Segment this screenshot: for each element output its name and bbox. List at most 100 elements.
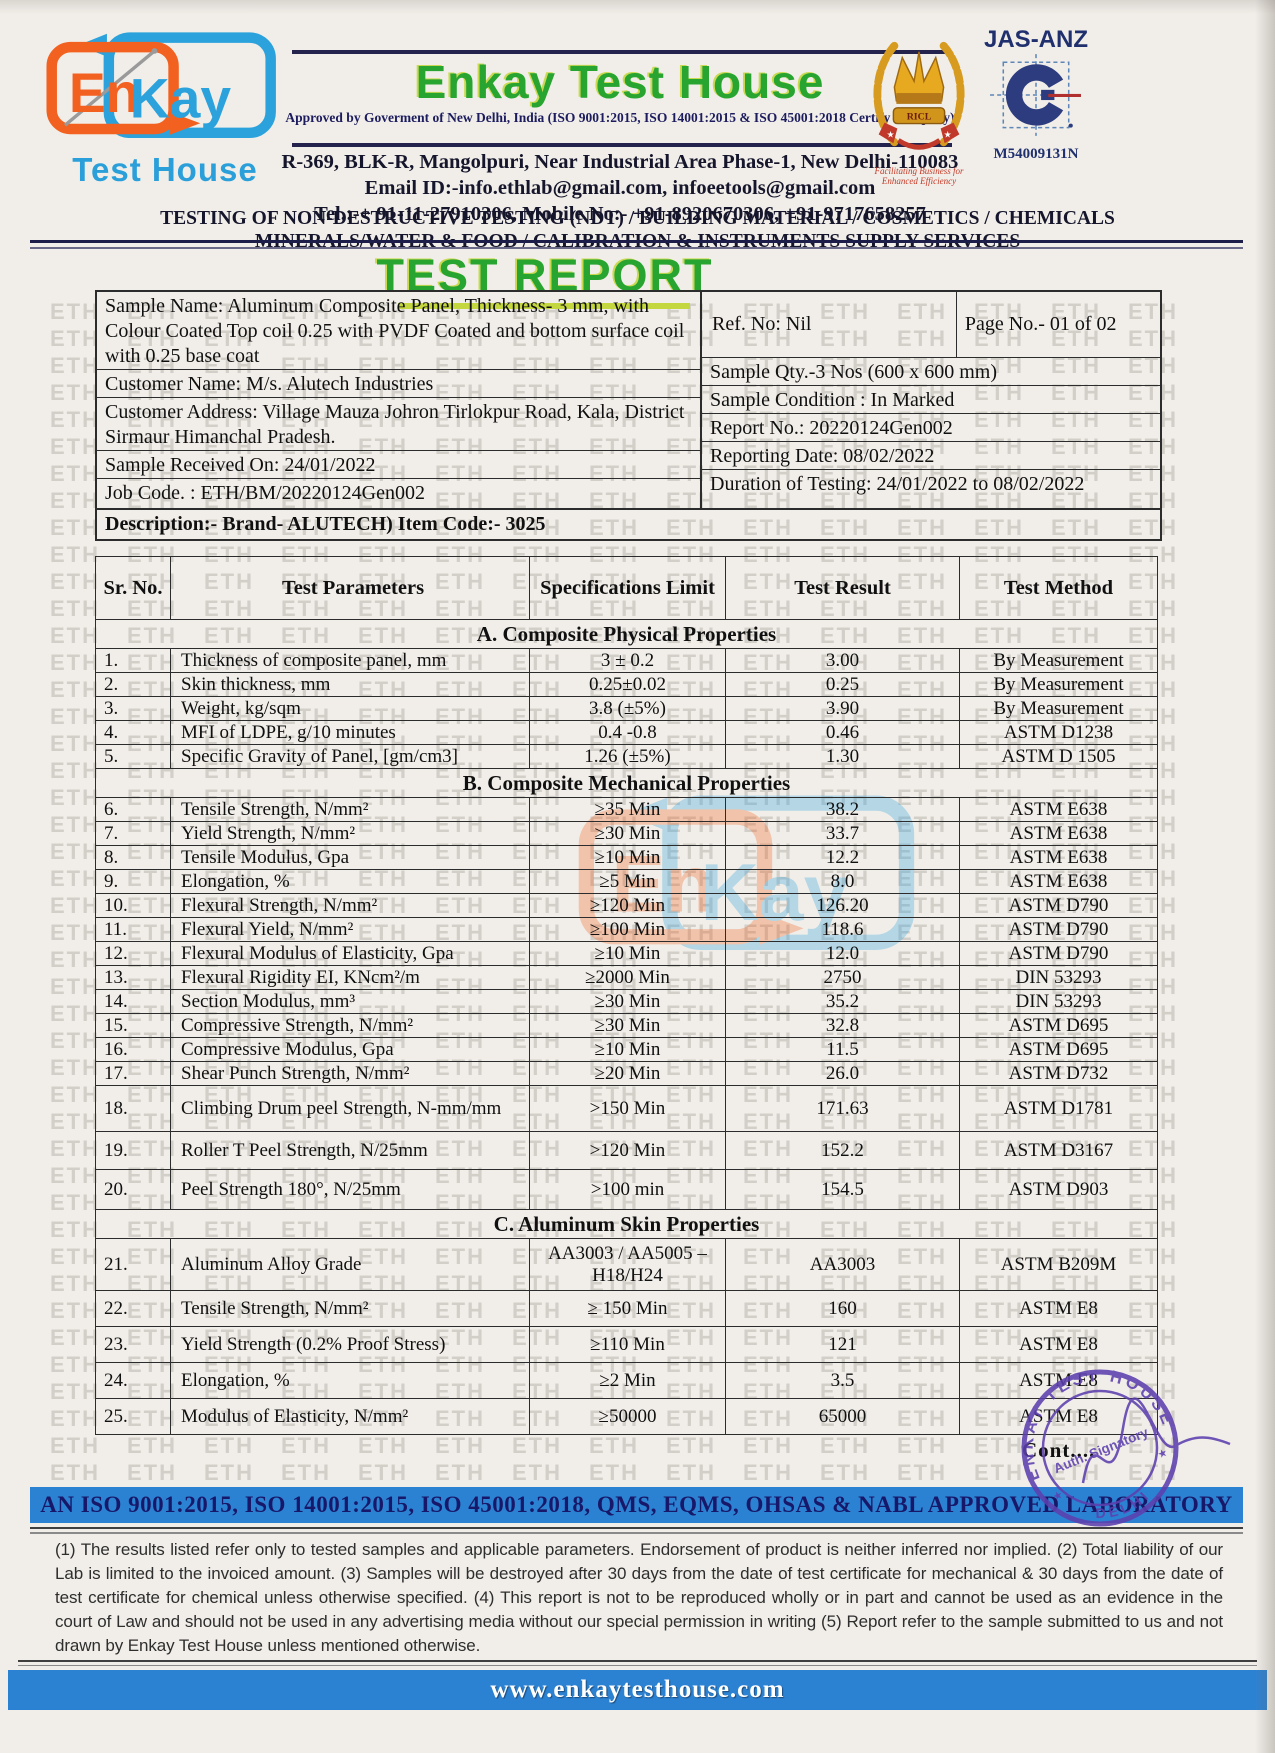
logo-text-en: En: [69, 62, 140, 124]
table-row: 24. Elongation, % ≥2 Min 3.5 ASTM E8: [95, 1362, 1158, 1399]
cell-spec: ≥30 Min: [529, 989, 726, 1014]
cell-method: ASTM D790: [959, 917, 1158, 942]
cell-result: 121: [725, 1326, 960, 1363]
cell-method: ASTM D732: [959, 1061, 1158, 1086]
cell-parameter: Aluminum Alloy Grade: [170, 1238, 530, 1291]
cell-parameter: Climbing Drum peel Strength, N-mm/mm: [170, 1085, 530, 1132]
approval-line: Approved by Goverment of New Delhi, Indi…: [285, 110, 955, 125]
section-title-row: A. Composite Physical Properties: [95, 619, 1158, 649]
cell-method: By Measurement: [959, 696, 1158, 721]
table-row: 18. Climbing Drum peel Strength, N-mm/mm >…: [95, 1085, 1158, 1132]
jas-anz-number: M54009131N: [993, 146, 1079, 162]
address-line: R-369, BLK-R, Mangolpuri, Near Industria…: [281, 151, 959, 173]
table-row: 21. Aluminum Alloy Grade AA3003 / AA5005 –…: [95, 1238, 1158, 1291]
cell-method: DIN 53293: [959, 965, 1158, 990]
cell-parameter: Yield Strength (0.2% Proof Stress): [170, 1326, 530, 1363]
report-title: TEST REPORT: [376, 250, 714, 301]
continuation-label: Cont....: [1022, 1438, 1096, 1462]
table-row: 22. Tensile Strength, N/mm² ≥ 150 Min 160 AS…: [95, 1290, 1158, 1327]
cell-parameter: MFI of LDPE, g/10 minutes: [170, 720, 530, 745]
cell-result: 12.2: [725, 845, 960, 870]
logo-text-kay: Kay: [130, 68, 232, 130]
cell-spec: 1.26 (±5%): [529, 744, 726, 769]
cell-spec: 0.25±0.02: [529, 672, 726, 697]
enkay-logo-icon: En Kay: [46, 32, 276, 139]
section-title: A. Composite Physical Properties: [95, 619, 1158, 649]
table-row: 9. Elongation, % ≥5 Min 8.0 ASTM E638: [95, 869, 1158, 894]
job-code-cell: Job Code. : ETH/BM/20220124Gen002: [105, 482, 425, 504]
logo-subtitle: Test House: [72, 151, 258, 189]
results-table-body: A. Composite Physical Properties 1. Thickn…: [95, 619, 1158, 1435]
table-row: 1. Thickness of composite panel, mm 3 ± 0.…: [95, 648, 1158, 673]
cell-sr: 6.: [95, 797, 171, 822]
table-row: 20. Peel Strength 180°, N/25mm >100 min 154…: [95, 1169, 1158, 1210]
cell-result: 8.0: [725, 869, 960, 894]
cell-spec: ≥110 Min: [529, 1326, 726, 1363]
cell-sr: 19.: [95, 1131, 171, 1170]
cell-result: 26.0: [725, 1061, 960, 1086]
cell-result: 32.8: [725, 1013, 960, 1038]
cell-spec: AA3003 / AA5005 – H18/H24: [529, 1238, 726, 1291]
cell-sr: 15.: [95, 1013, 171, 1038]
stamp-star-left: ★: [1051, 1489, 1065, 1504]
cell-result: 152.2: [725, 1131, 960, 1170]
cell-result: 0.46: [725, 720, 960, 745]
header-separator-rule: [30, 240, 1243, 249]
table-row: 11. Flexural Yield, N/mm² ≥100 Min 118.6 AST…: [95, 917, 1158, 942]
ricl-crest-icon: RICL ★ ★: [873, 41, 965, 150]
cell-spec: 3.8 (±5%): [529, 696, 726, 721]
report-title-underline: [398, 303, 690, 309]
emblem-tagline: Facilitating Business for Enhanced Effic…: [874, 166, 964, 186]
cell-spec: 0.4 -0.8: [529, 720, 726, 745]
emblem-label: RICL: [907, 112, 932, 123]
cell-method: DIN 53293: [959, 989, 1158, 1014]
cell-sr: 25.: [95, 1398, 171, 1435]
cell-spec: ≥5 Min: [529, 869, 726, 894]
cell-result: 2750: [725, 965, 960, 990]
cell-spec: >150 Min: [529, 1085, 726, 1132]
table-row: 23. Yield Strength (0.2% Proof Stress) ≥11…: [95, 1326, 1158, 1363]
cell-parameter: Tensile Strength, N/mm²: [170, 797, 530, 822]
customer-address-cell: Customer Address: Village Mauza Johron T…: [97, 398, 700, 451]
table-row: 3. Weight, kg/sqm 3.8 (±5%) 3.90 By Measurem…: [95, 696, 1158, 721]
cell-sr: 5.: [95, 744, 171, 769]
disclaimer-text: (1) The results listed refer only to tes…: [55, 1540, 1223, 1655]
table-row: 5. Specific Gravity of Panel, [gm/cm3] 1.2…: [95, 744, 1158, 769]
cell-parameter: Thickness of composite panel, mm: [170, 648, 530, 673]
sample-info-table: Sample Name: Aluminum Composite Panel, T…: [95, 290, 1162, 541]
section-title: C. Aluminum Skin Properties: [95, 1209, 1158, 1239]
cell-parameter: Elongation, %: [170, 869, 530, 894]
cell-result: 126.20: [725, 893, 960, 918]
email-line: Email ID:-info.ethlab@gmail.com, infoeet…: [364, 177, 876, 199]
cell-result: 171.63: [725, 1085, 960, 1132]
cell-spec: ≥10 Min: [529, 1037, 726, 1062]
cell-sr: 1.: [95, 648, 171, 673]
cell-result: 3.00: [725, 648, 960, 673]
cell-result: 11.5: [725, 1037, 960, 1062]
cell-method: ASTM D1238: [959, 720, 1158, 745]
cell-spec: ≥10 Min: [529, 845, 726, 870]
cell-result: 3.5: [725, 1362, 960, 1399]
stamp-signatory-text: Auth. Signatory: [1052, 1424, 1151, 1476]
cell-method: ASTM B209M: [959, 1238, 1158, 1291]
header-specifications-limit: Specifications Limit: [529, 556, 726, 620]
cell-parameter: Flexural Modulus of Elasticity, Gpa: [170, 941, 530, 966]
sample-received-cell: Sample Received On: 24/01/2022: [97, 451, 700, 479]
table-row: 7. Yield Strength, N/mm² ≥30 Min 33.7 ASTM E…: [95, 821, 1158, 846]
header-test-method: Test Method: [959, 556, 1158, 620]
cell-parameter: Shear Punch Strength, N/mm²: [170, 1061, 530, 1086]
cell-parameter: Modulus of Elasticity, N/mm²: [170, 1398, 530, 1435]
table-row: 2. Skin thickness, mm 0.25±0.02 0.25 By Meas…: [95, 672, 1158, 697]
table-row: 16. Compressive Modulus, Gpa ≥10 Min 11.5 AS…: [95, 1037, 1158, 1062]
customer-name-cell: Customer Name: M/s. Alutech Industries: [97, 370, 700, 398]
cell-sr: 3.: [95, 696, 171, 721]
ref-no-cell: Ref. No: Nil: [712, 313, 812, 335]
table-row: 8. Tensile Modulus, Gpa ≥10 Min 12.2 ASTM E6…: [95, 845, 1158, 870]
cell-sr: 11.: [95, 917, 171, 942]
header-rule-top: [292, 50, 948, 54]
table-row: 6. Tensile Strength, N/mm² ≥35 Min 38.2 ASTM…: [95, 797, 1158, 822]
cell-result: 35.2: [725, 989, 960, 1014]
cell-method: ASTM E638: [959, 845, 1158, 870]
services-line-1: TESTING OF NON-DESTRUCTIVE TESTING (NDT)…: [160, 208, 1115, 229]
cell-sr: 8.: [95, 845, 171, 870]
